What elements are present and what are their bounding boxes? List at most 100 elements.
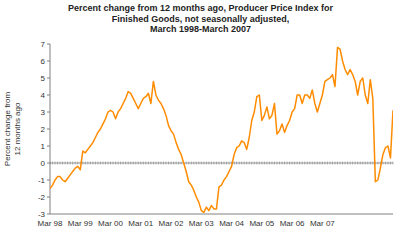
- y-tick: [47, 61, 50, 62]
- x-tick: [133, 162, 134, 165]
- y-axis-label: Percent change from12 months ago: [3, 92, 22, 167]
- x-tick: [264, 162, 265, 165]
- x-tick: [201, 162, 202, 165]
- x-tick: [95, 162, 96, 165]
- x-tick: [256, 162, 257, 165]
- x-tick: [261, 162, 262, 165]
- y-tick: [47, 129, 50, 130]
- x-tick: [105, 162, 106, 165]
- x-tick: [334, 162, 335, 165]
- x-tick: [158, 162, 159, 165]
- x-tick: [72, 162, 73, 165]
- title-line: Percent change from 12 months ago, Produ…: [68, 3, 334, 13]
- x-tick: [155, 162, 156, 165]
- chart: Percent change from 12 months ago, Produ…: [0, 0, 401, 238]
- x-tick: [125, 162, 126, 165]
- x-tick: [75, 162, 76, 165]
- y-tick-label: -1: [38, 176, 46, 185]
- x-tick: [254, 162, 255, 165]
- x-tick: [55, 162, 56, 165]
- x-tick: [387, 162, 388, 165]
- y-tick: [47, 197, 50, 198]
- x-tick: [115, 162, 116, 165]
- x-tick: [87, 162, 88, 165]
- x-tick: [312, 162, 313, 165]
- x-tick: [307, 162, 308, 165]
- x-tick: [302, 162, 303, 165]
- x-tick: [145, 162, 146, 165]
- x-tick: [150, 162, 151, 165]
- x-tick: [196, 162, 197, 165]
- y-tick: [47, 163, 50, 164]
- y-axis-label-line: 12 months ago: [13, 102, 22, 155]
- x-tick: [269, 162, 270, 165]
- x-tick: [160, 162, 161, 165]
- x-tick: [218, 162, 219, 165]
- x-tick: [178, 162, 179, 165]
- title-line: Finished Goods, not seasonally adjusted,: [112, 14, 290, 24]
- y-tick-label: 0: [41, 159, 46, 168]
- x-tick: [340, 162, 341, 165]
- x-tick: [332, 162, 333, 165]
- x-tick: [229, 162, 230, 165]
- x-tick: [90, 162, 91, 165]
- y-tick-label: 3: [41, 108, 46, 117]
- y-tick: [47, 180, 50, 181]
- x-tick-label: Mar 99: [68, 219, 93, 228]
- x-tick: [221, 162, 222, 165]
- x-tick: [52, 162, 53, 165]
- x-tick: [266, 162, 267, 165]
- x-tick: [100, 162, 101, 165]
- x-tick: [70, 162, 71, 165]
- x-tick: [118, 162, 119, 165]
- x-tick: [216, 162, 217, 165]
- x-tick: [108, 162, 109, 165]
- x-tick: [62, 162, 63, 165]
- x-tick: [274, 162, 275, 165]
- x-tick-label: Mar 01: [128, 219, 153, 228]
- x-tick: [234, 162, 235, 165]
- x-tick-label: Mar 06: [280, 219, 305, 228]
- x-tick: [370, 162, 371, 165]
- x-tick: [294, 162, 295, 165]
- x-tick: [393, 162, 394, 165]
- x-tick: [226, 162, 227, 165]
- x-tick-label: Mar 03: [189, 219, 214, 228]
- x-tick: [176, 162, 177, 165]
- x-tick: [355, 162, 356, 165]
- x-tick: [372, 162, 373, 165]
- x-tick-label: Mar 00: [98, 219, 123, 228]
- x-tick: [362, 162, 363, 165]
- x-tick: [337, 162, 338, 165]
- x-tick: [203, 162, 204, 165]
- x-tick-label: Mar 02: [159, 219, 184, 228]
- y-tick: [47, 44, 50, 45]
- x-tick: [314, 162, 315, 165]
- x-tick: [385, 162, 386, 165]
- x-tick: [97, 162, 98, 165]
- x-tick: [289, 162, 290, 165]
- x-tick: [365, 162, 366, 165]
- x-tick: [102, 162, 103, 165]
- x-tick: [251, 162, 252, 165]
- y-axis-label-line: Percent change from: [3, 92, 12, 167]
- x-tick: [166, 162, 167, 165]
- x-tick: [304, 162, 305, 165]
- y-tick: [47, 146, 50, 147]
- x-tick: [65, 162, 66, 165]
- zero-line: [50, 163, 393, 164]
- x-tick: [390, 162, 391, 165]
- x-tick: [171, 162, 172, 165]
- x-tick: [352, 162, 353, 165]
- x-tick: [367, 162, 368, 165]
- x-tick: [208, 162, 209, 165]
- x-tick: [163, 162, 164, 165]
- x-tick: [198, 162, 199, 165]
- x-tick: [287, 162, 288, 165]
- y-tick-label: 4: [41, 91, 46, 100]
- x-tick: [279, 162, 280, 165]
- x-tick: [123, 162, 124, 165]
- x-tick: [140, 162, 141, 165]
- x-tick: [92, 162, 93, 165]
- x-tick: [110, 162, 111, 165]
